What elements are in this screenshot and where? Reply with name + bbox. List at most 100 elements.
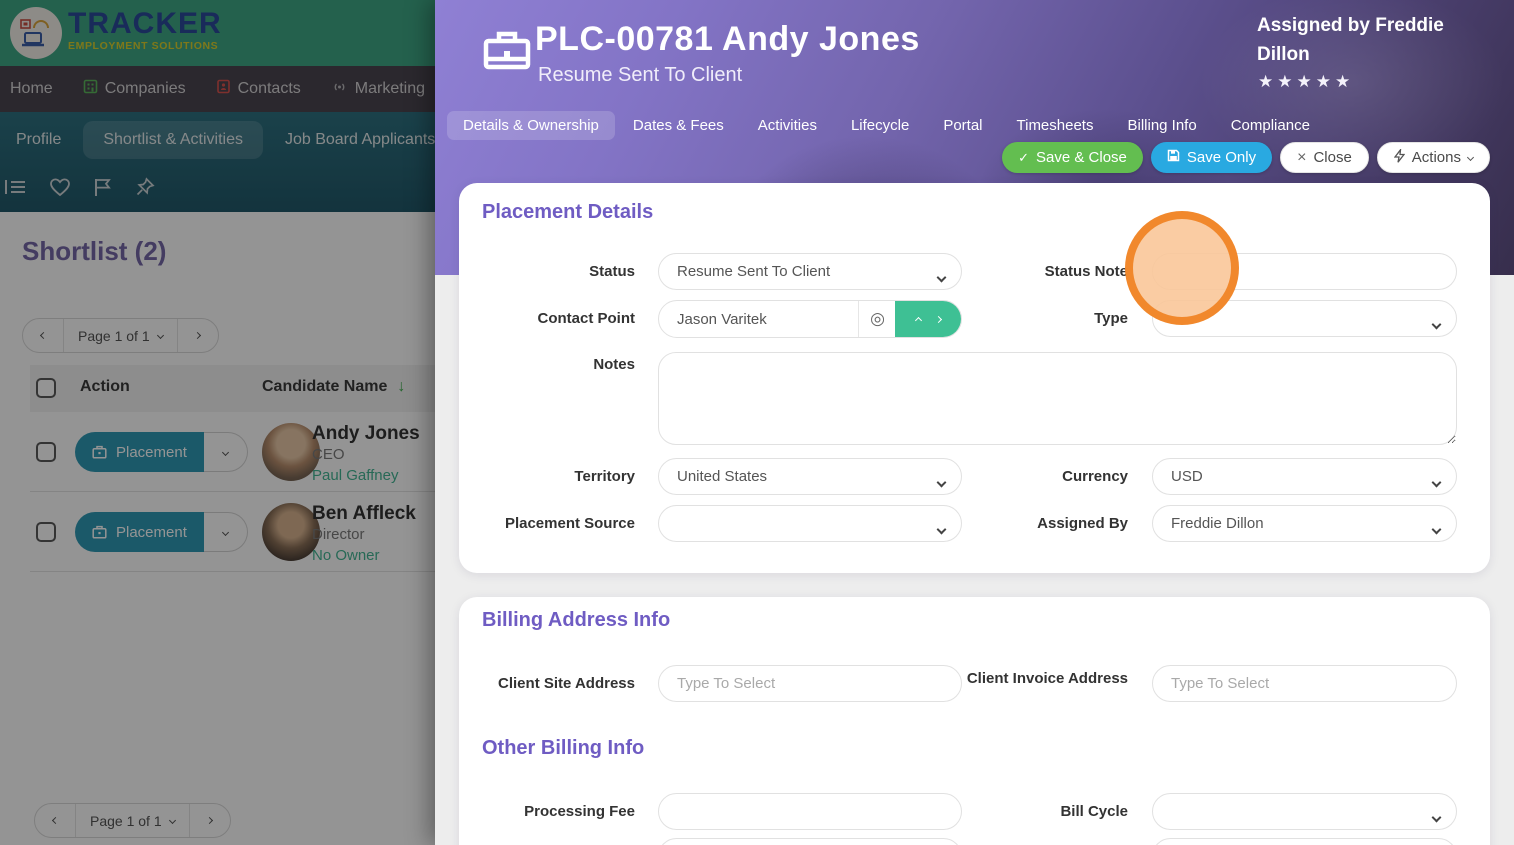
tab-dates-fees[interactable]: Dates & Fees: [632, 117, 724, 134]
tab-billing-info[interactable]: Billing Info: [1127, 117, 1197, 134]
nav-item-contacts[interactable]: Contacts: [216, 79, 301, 99]
partial-field-right[interactable]: [1152, 838, 1457, 845]
client-invoice-address-input[interactable]: [1152, 665, 1457, 702]
notes-textarea[interactable]: [658, 352, 1457, 445]
assigned-by-select[interactable]: Freddie Dillon: [1152, 505, 1457, 542]
modal-backdrop[interactable]: [0, 0, 436, 845]
lightning-icon: [1393, 147, 1406, 167]
chevron-down-icon: [936, 520, 947, 537]
placement-dropdown-toggle[interactable]: [203, 512, 248, 552]
tab-portal[interactable]: Portal: [943, 117, 983, 134]
placement-briefcase-icon: [479, 25, 535, 88]
top-header-bar: TRACKER EMPLOYMENT SOLUTIONS: [0, 0, 436, 66]
placement-button-label: Placement: [116, 523, 187, 541]
avatar[interactable]: [262, 503, 320, 561]
go-to-contact-icon[interactable]: [934, 315, 943, 323]
placement-details-card: Placement Details Status Resume Sent To …: [459, 183, 1490, 573]
processing-fee-input[interactable]: [658, 793, 962, 830]
tab-timesheets[interactable]: Timesheets: [1016, 117, 1094, 134]
save-close-button[interactable]: ✓ Save & Close: [1002, 142, 1143, 173]
currency-select[interactable]: USD: [1152, 458, 1457, 495]
tracker-logo-icon: [10, 7, 62, 59]
record-tabstrip: Profile Shortlist & Activities Job Board…: [0, 112, 436, 212]
contact-point-input[interactable]: [659, 301, 858, 337]
heart-icon[interactable]: [48, 176, 72, 203]
client-invoice-address-label: Client Invoice Address: [966, 670, 1128, 687]
tab-lifecycle[interactable]: Lifecycle: [850, 117, 910, 134]
chevron-down-icon: [936, 473, 947, 490]
collapse-up-icon[interactable]: [914, 316, 923, 325]
placement-dropdown-toggle[interactable]: [203, 432, 248, 472]
nav-item-companies[interactable]: Companies: [83, 79, 186, 99]
main-nav: Home Companies Contacts Marketing: [0, 66, 436, 112]
notes-label: Notes: [593, 356, 635, 373]
marketing-broadcast-icon: [331, 80, 348, 99]
avatar[interactable]: [262, 423, 320, 481]
tab-compliance[interactable]: Compliance: [1230, 117, 1310, 134]
page-indicator[interactable]: Page 1 of 1: [75, 804, 190, 837]
billing-card: Billing Address Info Client Site Address…: [459, 597, 1490, 845]
action-column-header[interactable]: Action: [80, 378, 130, 395]
currency-select-value: USD: [1171, 468, 1203, 485]
candidate-column-header[interactable]: Candidate Name ↓: [262, 378, 406, 395]
placement-button[interactable]: Placement: [75, 432, 204, 472]
actions-chevron-icon: [1466, 153, 1475, 162]
table-row: Placement Ben Affleck Director No Owner: [30, 492, 436, 572]
save-only-button[interactable]: Save Only: [1150, 142, 1273, 173]
row-checkbox[interactable]: [36, 522, 56, 542]
client-site-address-input[interactable]: [658, 665, 962, 702]
row-checkbox[interactable]: [36, 442, 56, 462]
candidate-title: Director: [312, 526, 365, 543]
territory-select[interactable]: United States: [658, 458, 962, 495]
nav-contacts-label: Contacts: [237, 80, 301, 97]
actions-button[interactable]: Actions: [1376, 142, 1490, 173]
tracker-logo[interactable]: TRACKER EMPLOYMENT SOLUTIONS: [68, 9, 222, 53]
tab-shortlist-activities[interactable]: Shortlist & Activities: [83, 121, 263, 159]
territory-label: Territory: [574, 468, 635, 485]
bill-cycle-label: Bill Cycle: [1060, 803, 1128, 820]
placement-action-button: Placement: [75, 512, 248, 552]
flag-icon[interactable]: [92, 176, 114, 203]
tab-details-ownership[interactable]: Details & Ownership: [447, 111, 615, 140]
bill-cycle-select[interactable]: [1152, 793, 1457, 830]
close-x-icon: ×: [1297, 148, 1307, 166]
sort-desc-icon: ↓: [397, 378, 406, 395]
partial-field-left[interactable]: [658, 838, 962, 845]
view-contact-icon[interactable]: ◎: [858, 301, 896, 337]
candidate-name[interactable]: Andy Jones: [312, 423, 420, 444]
tab-job-board-applicants[interactable]: Job Board Applicants: [284, 131, 436, 148]
status-select-value: Resume Sent To Client: [677, 263, 831, 280]
placement-action-button: Placement: [75, 432, 248, 472]
page-label: Page 1 of 1: [90, 812, 162, 829]
pagination-bottom: Page 1 of 1: [34, 803, 231, 838]
nav-home-label: Home: [10, 80, 53, 97]
page-indicator[interactable]: Page 1 of 1: [63, 319, 178, 352]
status-select[interactable]: Resume Sent To Client: [658, 253, 962, 290]
tab-activities[interactable]: Activities: [757, 117, 817, 134]
tab-profile[interactable]: Profile: [16, 131, 62, 148]
companies-building-icon: [83, 79, 98, 99]
chevron-down-icon: [1431, 315, 1442, 332]
client-site-address-label: Client Site Address: [498, 675, 635, 692]
pin-icon[interactable]: [134, 176, 156, 203]
other-billing-heading: Other Billing Info: [482, 737, 645, 759]
nav-item-marketing[interactable]: Marketing: [331, 80, 425, 99]
rating-stars[interactable]: ★★★★★: [1258, 72, 1355, 91]
nav-marketing-label: Marketing: [354, 80, 426, 97]
modal-tabs: Details & Ownership Dates & Fees Activit…: [447, 110, 1326, 141]
placement-button-label: Placement: [116, 443, 187, 461]
menu-collapse-icon[interactable]: [4, 176, 28, 203]
chevron-down-icon: [1431, 473, 1442, 490]
candidate-owner-link[interactable]: No Owner: [312, 547, 380, 564]
candidate-owner-link[interactable]: Paul Gaffney: [312, 467, 399, 484]
placement-source-label: Placement Source: [504, 515, 635, 532]
check-icon: ✓: [1018, 149, 1029, 165]
select-all-checkbox[interactable]: [36, 378, 56, 398]
placement-source-select[interactable]: [658, 505, 962, 542]
close-button[interactable]: × Close: [1280, 142, 1369, 173]
placement-button[interactable]: Placement: [75, 512, 204, 552]
candidate-name[interactable]: Ben Affleck: [312, 503, 416, 524]
contact-point-control: ◎: [658, 300, 962, 338]
nav-item-home[interactable]: Home: [10, 80, 53, 98]
